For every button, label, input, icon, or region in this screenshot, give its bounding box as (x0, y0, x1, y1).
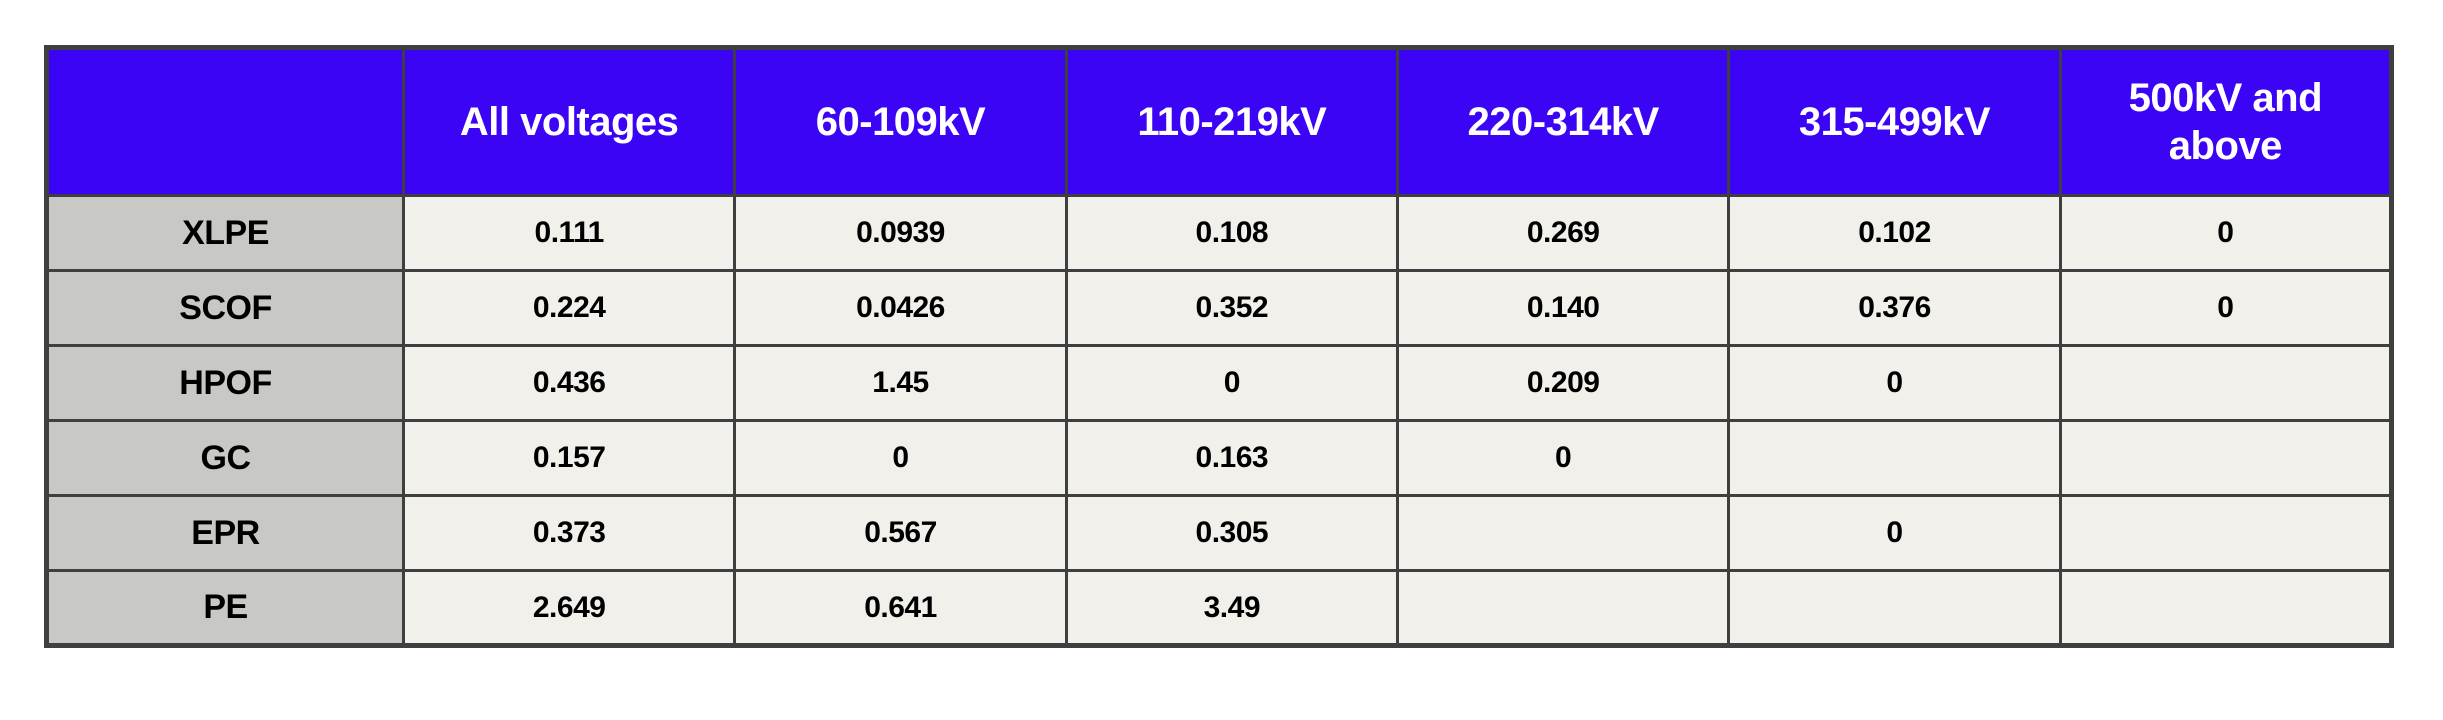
data-cell: 0 (1727, 344, 2062, 422)
table-row-epr: EPR 0.373 0.567 0.305 0 (45, 494, 2394, 572)
data-cell: 0.376 (1727, 269, 2062, 347)
table-body: XLPE 0.111 0.0939 0.108 0.269 0.102 0 SC… (45, 194, 2394, 647)
data-cell: 0.140 (1395, 269, 1731, 347)
data-cell: 0.102 (1727, 194, 2062, 272)
data-cell: 0 (1395, 419, 1731, 497)
data-cell: 1.45 (733, 344, 1068, 422)
data-cell: 0 (1064, 344, 1399, 422)
data-cell: 0.108 (1064, 194, 1399, 272)
data-cell: 0.0426 (733, 269, 1068, 347)
data-cell: 0 (2058, 194, 2394, 272)
data-cell (2058, 344, 2394, 422)
data-cell: 0 (1727, 494, 2062, 572)
table-row-xlpe: XLPE 0.111 0.0939 0.108 0.269 0.102 0 (45, 194, 2394, 272)
data-cell: 0.352 (1064, 269, 1399, 347)
column-header-500kv-and-above: 500kV and above (2058, 46, 2394, 197)
row-header-pe: PE (45, 569, 405, 647)
column-header-60-109kv: 60-109kV (733, 46, 1068, 197)
row-header-scof: SCOF (45, 269, 405, 347)
table-row-pe: PE 2.649 0.641 3.49 (45, 569, 2394, 647)
data-cell (1727, 419, 2062, 497)
column-header-110-219kv: 110-219kV (1064, 46, 1399, 197)
data-cell (1395, 569, 1731, 647)
data-cell: 0.209 (1395, 344, 1731, 422)
data-cell: 0.224 (401, 269, 737, 347)
data-cell (2058, 494, 2394, 572)
corner-cell (45, 46, 405, 197)
data-cell (2058, 569, 2394, 647)
column-header-220-314kv: 220-314kV (1395, 46, 1731, 197)
row-header-xlpe: XLPE (45, 194, 405, 272)
data-cell: 0.0939 (733, 194, 1068, 272)
data-cell: 0.641 (733, 569, 1068, 647)
data-cell: 3.49 (1064, 569, 1399, 647)
data-cell: 0.157 (401, 419, 737, 497)
column-header-all-voltages: All voltages (401, 46, 737, 197)
data-cell: 2.649 (401, 569, 737, 647)
data-cell (1727, 569, 2062, 647)
row-header-gc: GC (45, 419, 405, 497)
table-row-gc: GC 0.157 0 0.163 0 (45, 419, 2394, 497)
table-header: All voltages 60-109kV 110-219kV 220-314k… (45, 46, 2394, 197)
data-cell: 0.567 (733, 494, 1068, 572)
row-header-hpof: HPOF (45, 344, 405, 422)
data-cell: 0.436 (401, 344, 737, 422)
cable-failure-rate-table: All voltages 60-109kV 110-219kV 220-314k… (44, 45, 2394, 648)
table-row-hpof: HPOF 0.436 1.45 0 0.209 0 (45, 344, 2394, 422)
data-cell: 0.373 (401, 494, 737, 572)
data-cell: 0.305 (1064, 494, 1399, 572)
data-cell (2058, 419, 2394, 497)
data-cell: 0 (733, 419, 1068, 497)
data-cell: 0.111 (401, 194, 737, 272)
data-cell: 0 (2058, 269, 2394, 347)
column-header-315-499kv: 315-499kV (1727, 46, 2062, 197)
data-cell: 0.269 (1395, 194, 1731, 272)
data-cell (1395, 494, 1731, 572)
data-cell: 0.163 (1064, 419, 1399, 497)
table-row-scof: SCOF 0.224 0.0426 0.352 0.140 0.376 0 (45, 269, 2394, 347)
header-row: All voltages 60-109kV 110-219kV 220-314k… (45, 46, 2394, 197)
row-header-epr: EPR (45, 494, 405, 572)
